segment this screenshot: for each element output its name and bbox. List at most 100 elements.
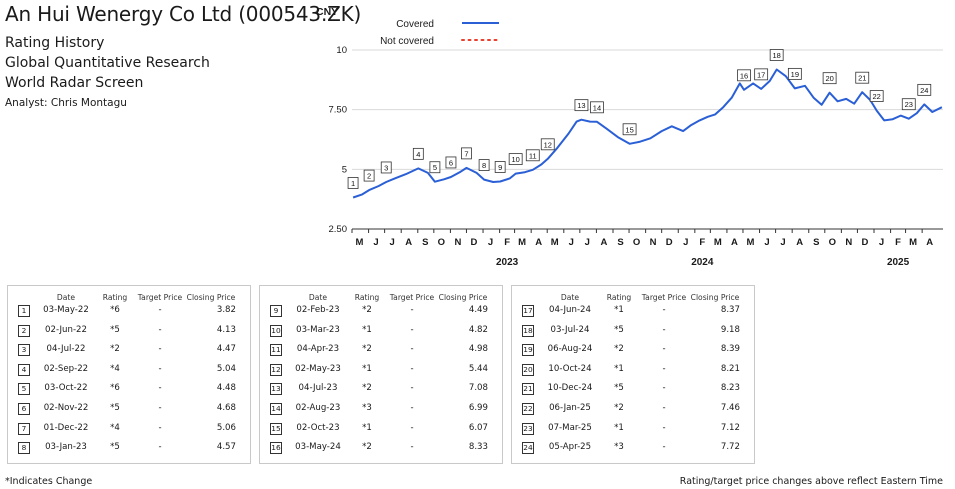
row-date: 02-May-23 [295,363,341,374]
row-date: 03-May-22 [43,305,89,315]
row-target-price: - [158,422,162,433]
row-rating: *4 [110,363,120,374]
row-target-price: - [158,344,162,355]
row-rating: *3 [614,442,624,453]
row-number: 4 [18,363,30,376]
y-tick-label: 10 [336,45,347,56]
rating-marker-box [540,138,555,151]
row-number: 16 [270,442,282,455]
company-title: An Hui Wenergy Co Ltd (000543.ZK) [5,2,362,26]
row-closing-price: 8.37 [720,305,740,315]
row-target-price: - [662,442,666,453]
rating-marker-box [380,161,392,174]
footnote-change: *Indicates Change [5,476,93,487]
table-row: 23 07-Mar-25 *1 - 7.12 [512,422,754,437]
row-number: 17 [522,305,534,317]
row-number: 18 [522,324,534,337]
row-target-price: - [158,442,162,453]
row-rating: *1 [614,305,624,315]
row-rating: *1 [614,363,624,374]
row-closing-price: 4.57 [216,442,236,453]
x-tick-label: J [683,237,688,248]
header-closing-price: Closing Price [186,293,236,302]
rating-marker-box [590,101,604,114]
rating-marker-label: 24 [920,86,928,95]
row-closing-price: 8.33 [468,442,488,453]
y-tick-label: 5 [342,164,347,175]
row-number: 19 [522,344,534,357]
year-label: 2023 [496,257,519,268]
x-tick-label: M [714,237,722,248]
x-tick-label: N [454,237,461,248]
table-row: 10 03-Mar-23 *1 - 4.82 [260,324,502,339]
row-date: 02-Aug-23 [295,403,341,413]
rating-marker-label: 1 [351,179,355,188]
header-rating: Rating [606,293,632,302]
row-closing-price: 6.99 [468,403,488,413]
row-closing-price: 4.13 [216,324,236,335]
header-target-price: Target Price [389,293,435,302]
rating-marker-label: 15 [625,125,633,134]
row-closing-price: 8.23 [720,383,740,394]
rating-marker-box [363,169,375,182]
row-target-price: - [410,442,414,453]
x-tick-label: M [746,237,754,248]
row-rating: *5 [614,324,624,335]
x-tick-label: F [504,237,510,248]
x-tick-label: O [438,237,445,248]
x-tick-label: A [535,237,542,248]
x-tick-label: J [389,237,394,248]
row-target-price: - [410,344,414,355]
x-tick-label: N [845,237,852,248]
rating-marker-label: 20 [825,74,833,83]
rating-marker-box [508,153,523,166]
row-target-price: - [662,324,666,335]
row-date: 10-Oct-24 [548,363,592,374]
row-closing-price: 6.07 [468,422,488,433]
rating-table-3: Date Rating Target Price Closing Price 17 04-… [511,285,755,464]
row-target-price: - [410,363,414,374]
row-closing-price: 4.98 [468,344,488,355]
footnote-time: Rating/target price changes above reflec… [679,476,943,487]
report-title: Rating History [5,35,105,51]
report-subtitle-2: World Radar Screen [5,75,144,91]
x-tick-label: A [796,237,803,248]
row-date: 02-Nov-22 [43,403,89,413]
rating-marker-label: 12 [544,140,552,149]
row-closing-price: 7.08 [468,383,488,394]
rating-marker-box [494,161,506,173]
year-label: 2024 [691,257,714,268]
x-tick-label: A [926,237,933,248]
rating-marker-box [461,147,472,160]
row-date: 03-Jan-23 [45,442,87,453]
rating-marker-box [754,68,769,81]
x-tick-label: M [909,237,917,248]
x-tick-label: A [731,237,738,248]
table-row: 18 03-Jul-24 *5 - 9.18 [512,324,754,339]
x-tick-label: D [471,237,478,248]
row-date: 02-Oct-23 [296,422,340,433]
x-tick-label: M [551,237,559,248]
row-closing-price: 7.72 [720,442,740,453]
x-tick-label: J [373,237,378,248]
row-target-price: - [158,305,162,315]
row-date: 10-Dec-24 [547,383,593,394]
rating-marker-label: 9 [498,163,502,172]
table-row: 2 02-Jun-22 *5 - 4.13 [8,324,250,339]
rating-marker-label: 5 [433,163,437,172]
row-closing-price: 4.47 [216,344,236,355]
row-target-price: - [410,383,414,394]
row-closing-price: 8.39 [720,344,740,355]
x-tick-label: J [488,237,493,248]
row-target-price: - [410,305,414,315]
row-number: 23 [522,422,534,435]
table-row: 11 04-Apr-23 *2 - 4.98 [260,344,502,358]
table-row: 1 03-May-22 *6 - 3.82 [8,305,250,319]
table-row: 22 06-Jan-25 *2 - 7.46 [512,403,754,417]
table-row: 14 02-Aug-23 *3 - 6.99 [260,403,502,417]
year-label: 2025 [887,257,910,268]
rating-marker-label: 6 [449,158,453,167]
x-tick-label: M [518,237,526,248]
rating-marker-box [478,159,490,171]
header-date: Date [308,293,328,302]
